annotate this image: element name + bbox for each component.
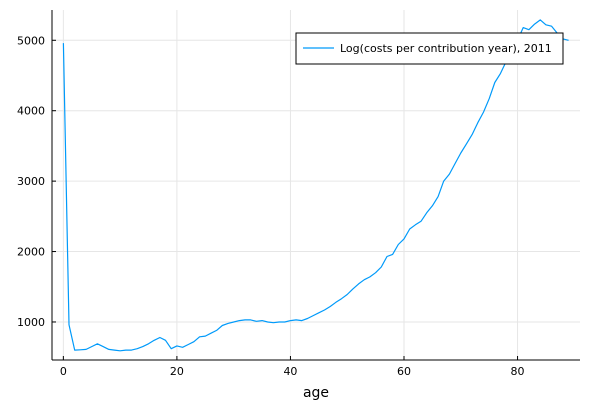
x-axis-label: age: [303, 385, 329, 400]
series-line: [62, 19, 569, 352]
x-tick-label: 0: [60, 365, 67, 378]
y-tick-label: 3000: [17, 175, 45, 188]
series-layer: [62, 19, 569, 352]
x-tick-label: 20: [170, 365, 184, 378]
y-tick-label: 5000: [17, 34, 45, 47]
axes: [51, 10, 580, 361]
x-tick-label: 40: [283, 365, 297, 378]
tick-labels: 0 20 40 60 80 1000 2000 3000 4000 5000: [17, 34, 525, 378]
legend-box: [295, 32, 564, 65]
legend-label: Log(costs per contribution year), 2011: [340, 42, 552, 55]
y-tick-label: 4000: [17, 105, 45, 118]
legend: Log(costs per contribution year), 2011: [295, 32, 564, 65]
y-tick-label: 1000: [17, 316, 45, 329]
x-tick-label: 80: [511, 365, 525, 378]
x-tick-label: 60: [397, 365, 411, 378]
y-tick-label: 2000: [17, 246, 45, 259]
